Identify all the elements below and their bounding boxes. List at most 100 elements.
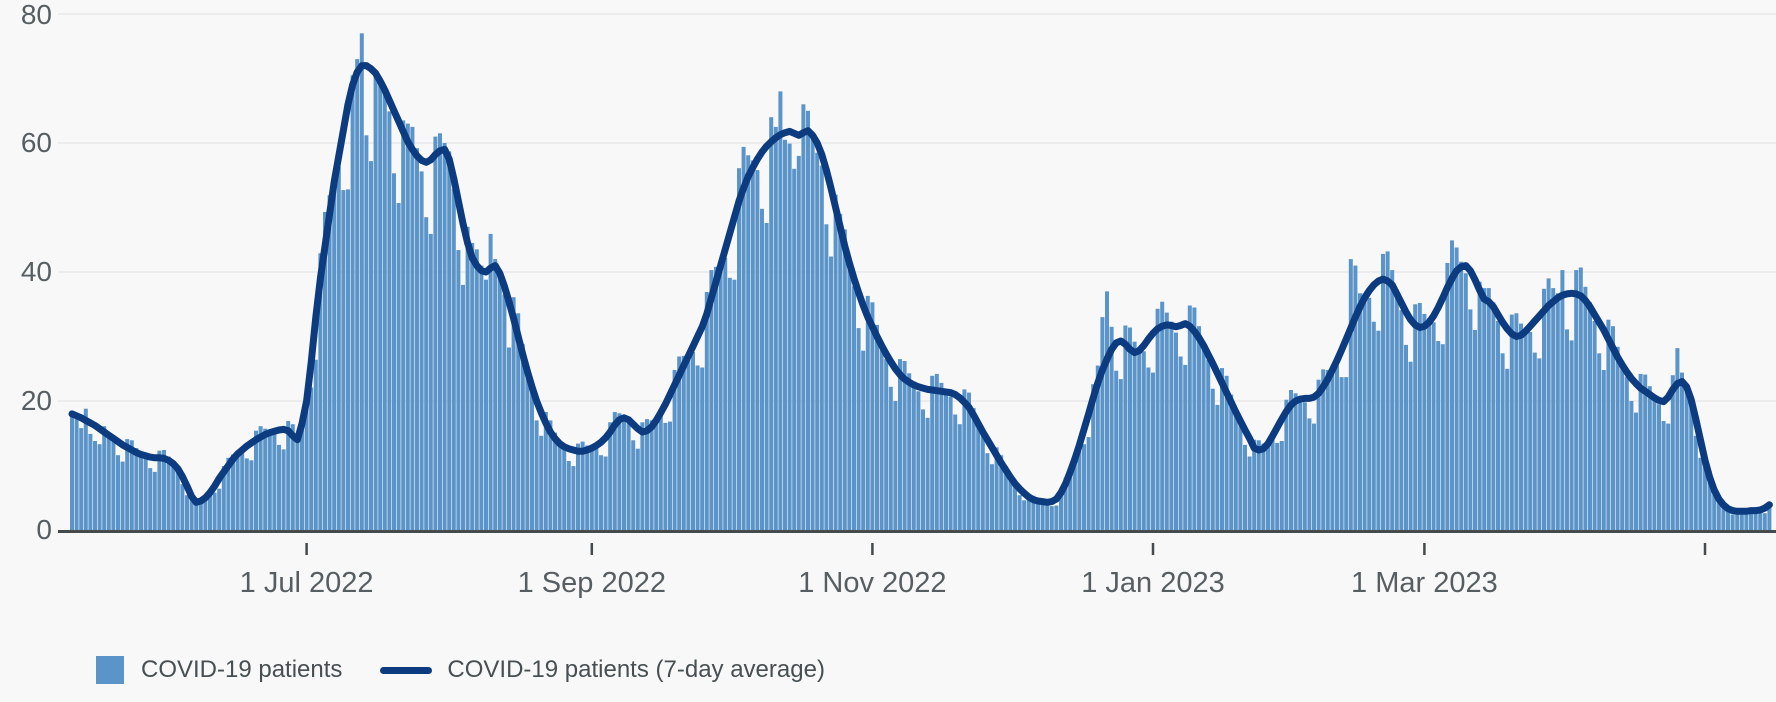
bar[interactable] xyxy=(1293,393,1298,530)
bar[interactable] xyxy=(911,381,916,530)
bar[interactable] xyxy=(185,495,189,530)
bar[interactable] xyxy=(718,260,723,530)
bar[interactable] xyxy=(884,359,889,530)
bar[interactable] xyxy=(686,352,691,530)
bar[interactable] xyxy=(1243,444,1247,530)
bar[interactable] xyxy=(530,391,534,530)
bar[interactable] xyxy=(461,284,465,530)
bar[interactable] xyxy=(824,224,829,531)
bar[interactable] xyxy=(1739,509,1744,530)
bar[interactable] xyxy=(727,277,732,530)
bar[interactable] xyxy=(525,368,530,530)
bar[interactable] xyxy=(304,404,309,530)
bar[interactable] xyxy=(1624,376,1629,531)
bar[interactable] xyxy=(497,273,502,530)
bar[interactable] xyxy=(1128,327,1132,531)
bar[interactable] xyxy=(934,373,939,530)
bar[interactable] xyxy=(341,190,346,530)
bar[interactable] xyxy=(511,297,516,530)
bar[interactable] xyxy=(373,72,378,530)
bar[interactable] xyxy=(1500,353,1505,530)
bar[interactable] xyxy=(1197,326,1201,530)
bar[interactable] xyxy=(83,408,88,530)
bar[interactable] xyxy=(907,373,912,530)
bar[interactable] xyxy=(235,452,240,530)
bar[interactable] xyxy=(369,161,373,530)
bar[interactable] xyxy=(1348,259,1353,530)
bar[interactable] xyxy=(1114,370,1119,530)
bar[interactable] xyxy=(1298,396,1303,531)
bar[interactable] xyxy=(1187,305,1192,531)
bar[interactable] xyxy=(760,208,764,531)
bar[interactable] xyxy=(1174,332,1178,530)
bar[interactable] xyxy=(189,493,194,530)
bar[interactable] xyxy=(534,420,539,531)
bar[interactable] xyxy=(1542,288,1546,530)
bar[interactable] xyxy=(1629,401,1634,530)
bar[interactable] xyxy=(714,266,718,530)
bar[interactable] xyxy=(1160,301,1165,530)
bar[interactable] xyxy=(419,171,424,530)
bar[interactable] xyxy=(852,286,856,530)
bar[interactable] xyxy=(217,488,222,530)
bar[interactable] xyxy=(1716,498,1721,530)
bar[interactable] xyxy=(364,135,369,531)
bar[interactable] xyxy=(557,441,562,530)
bar[interactable] xyxy=(1427,318,1431,530)
bar[interactable] xyxy=(833,194,838,530)
bar[interactable] xyxy=(1316,379,1321,530)
bar[interactable] xyxy=(134,448,139,530)
bar[interactable] xyxy=(1762,513,1767,530)
bar[interactable] xyxy=(553,432,557,530)
bar[interactable] xyxy=(737,168,741,530)
bar[interactable] xyxy=(1597,353,1602,530)
bar[interactable] xyxy=(635,448,640,530)
bar[interactable] xyxy=(695,365,700,531)
bar[interactable] xyxy=(580,441,585,530)
bar[interactable] xyxy=(916,391,921,530)
bar[interactable] xyxy=(1583,286,1588,530)
bar[interactable] xyxy=(451,188,456,531)
bar[interactable] xyxy=(1178,356,1183,531)
bar[interactable] xyxy=(649,420,654,531)
bar[interactable] xyxy=(1431,322,1436,530)
bar[interactable] xyxy=(796,155,801,530)
bar[interactable] xyxy=(741,146,746,530)
bar[interactable] xyxy=(1749,510,1753,530)
bar[interactable] xyxy=(1091,384,1096,530)
bar[interactable] xyxy=(1252,439,1257,530)
bar[interactable] xyxy=(180,484,185,530)
bar[interactable] xyxy=(346,189,350,530)
bar[interactable] xyxy=(1578,267,1583,531)
bar[interactable] xyxy=(1325,370,1330,530)
bar[interactable] xyxy=(1256,440,1261,530)
bar[interactable] xyxy=(801,104,806,531)
bar[interactable] xyxy=(1491,302,1496,530)
bar[interactable] xyxy=(1670,375,1675,530)
bar[interactable] xyxy=(1302,402,1307,530)
bar[interactable] xyxy=(1385,251,1390,530)
bar[interactable] xyxy=(1353,265,1358,530)
bar[interactable] xyxy=(336,166,341,530)
bar[interactable] xyxy=(1031,495,1036,530)
bar[interactable] xyxy=(539,435,544,530)
bar[interactable] xyxy=(971,408,976,530)
bar[interactable] xyxy=(1049,506,1054,530)
bar[interactable] xyxy=(1505,368,1510,531)
bar[interactable] xyxy=(806,110,810,531)
bar[interactable] xyxy=(396,203,401,530)
bar[interactable] xyxy=(1063,477,1068,530)
bar[interactable] xyxy=(902,361,907,530)
bar[interactable] xyxy=(773,126,778,531)
bar[interactable] xyxy=(1082,444,1086,530)
bar[interactable] xyxy=(962,389,967,530)
bar[interactable] xyxy=(212,492,217,530)
bar[interactable] xyxy=(838,213,843,530)
bar[interactable] xyxy=(1132,341,1137,530)
bar[interactable] xyxy=(516,313,521,530)
bar[interactable] xyxy=(622,415,626,530)
bar[interactable] xyxy=(1321,369,1326,530)
bar[interactable] xyxy=(1693,435,1698,530)
bar[interactable] xyxy=(626,422,631,530)
bar[interactable] xyxy=(355,59,360,530)
